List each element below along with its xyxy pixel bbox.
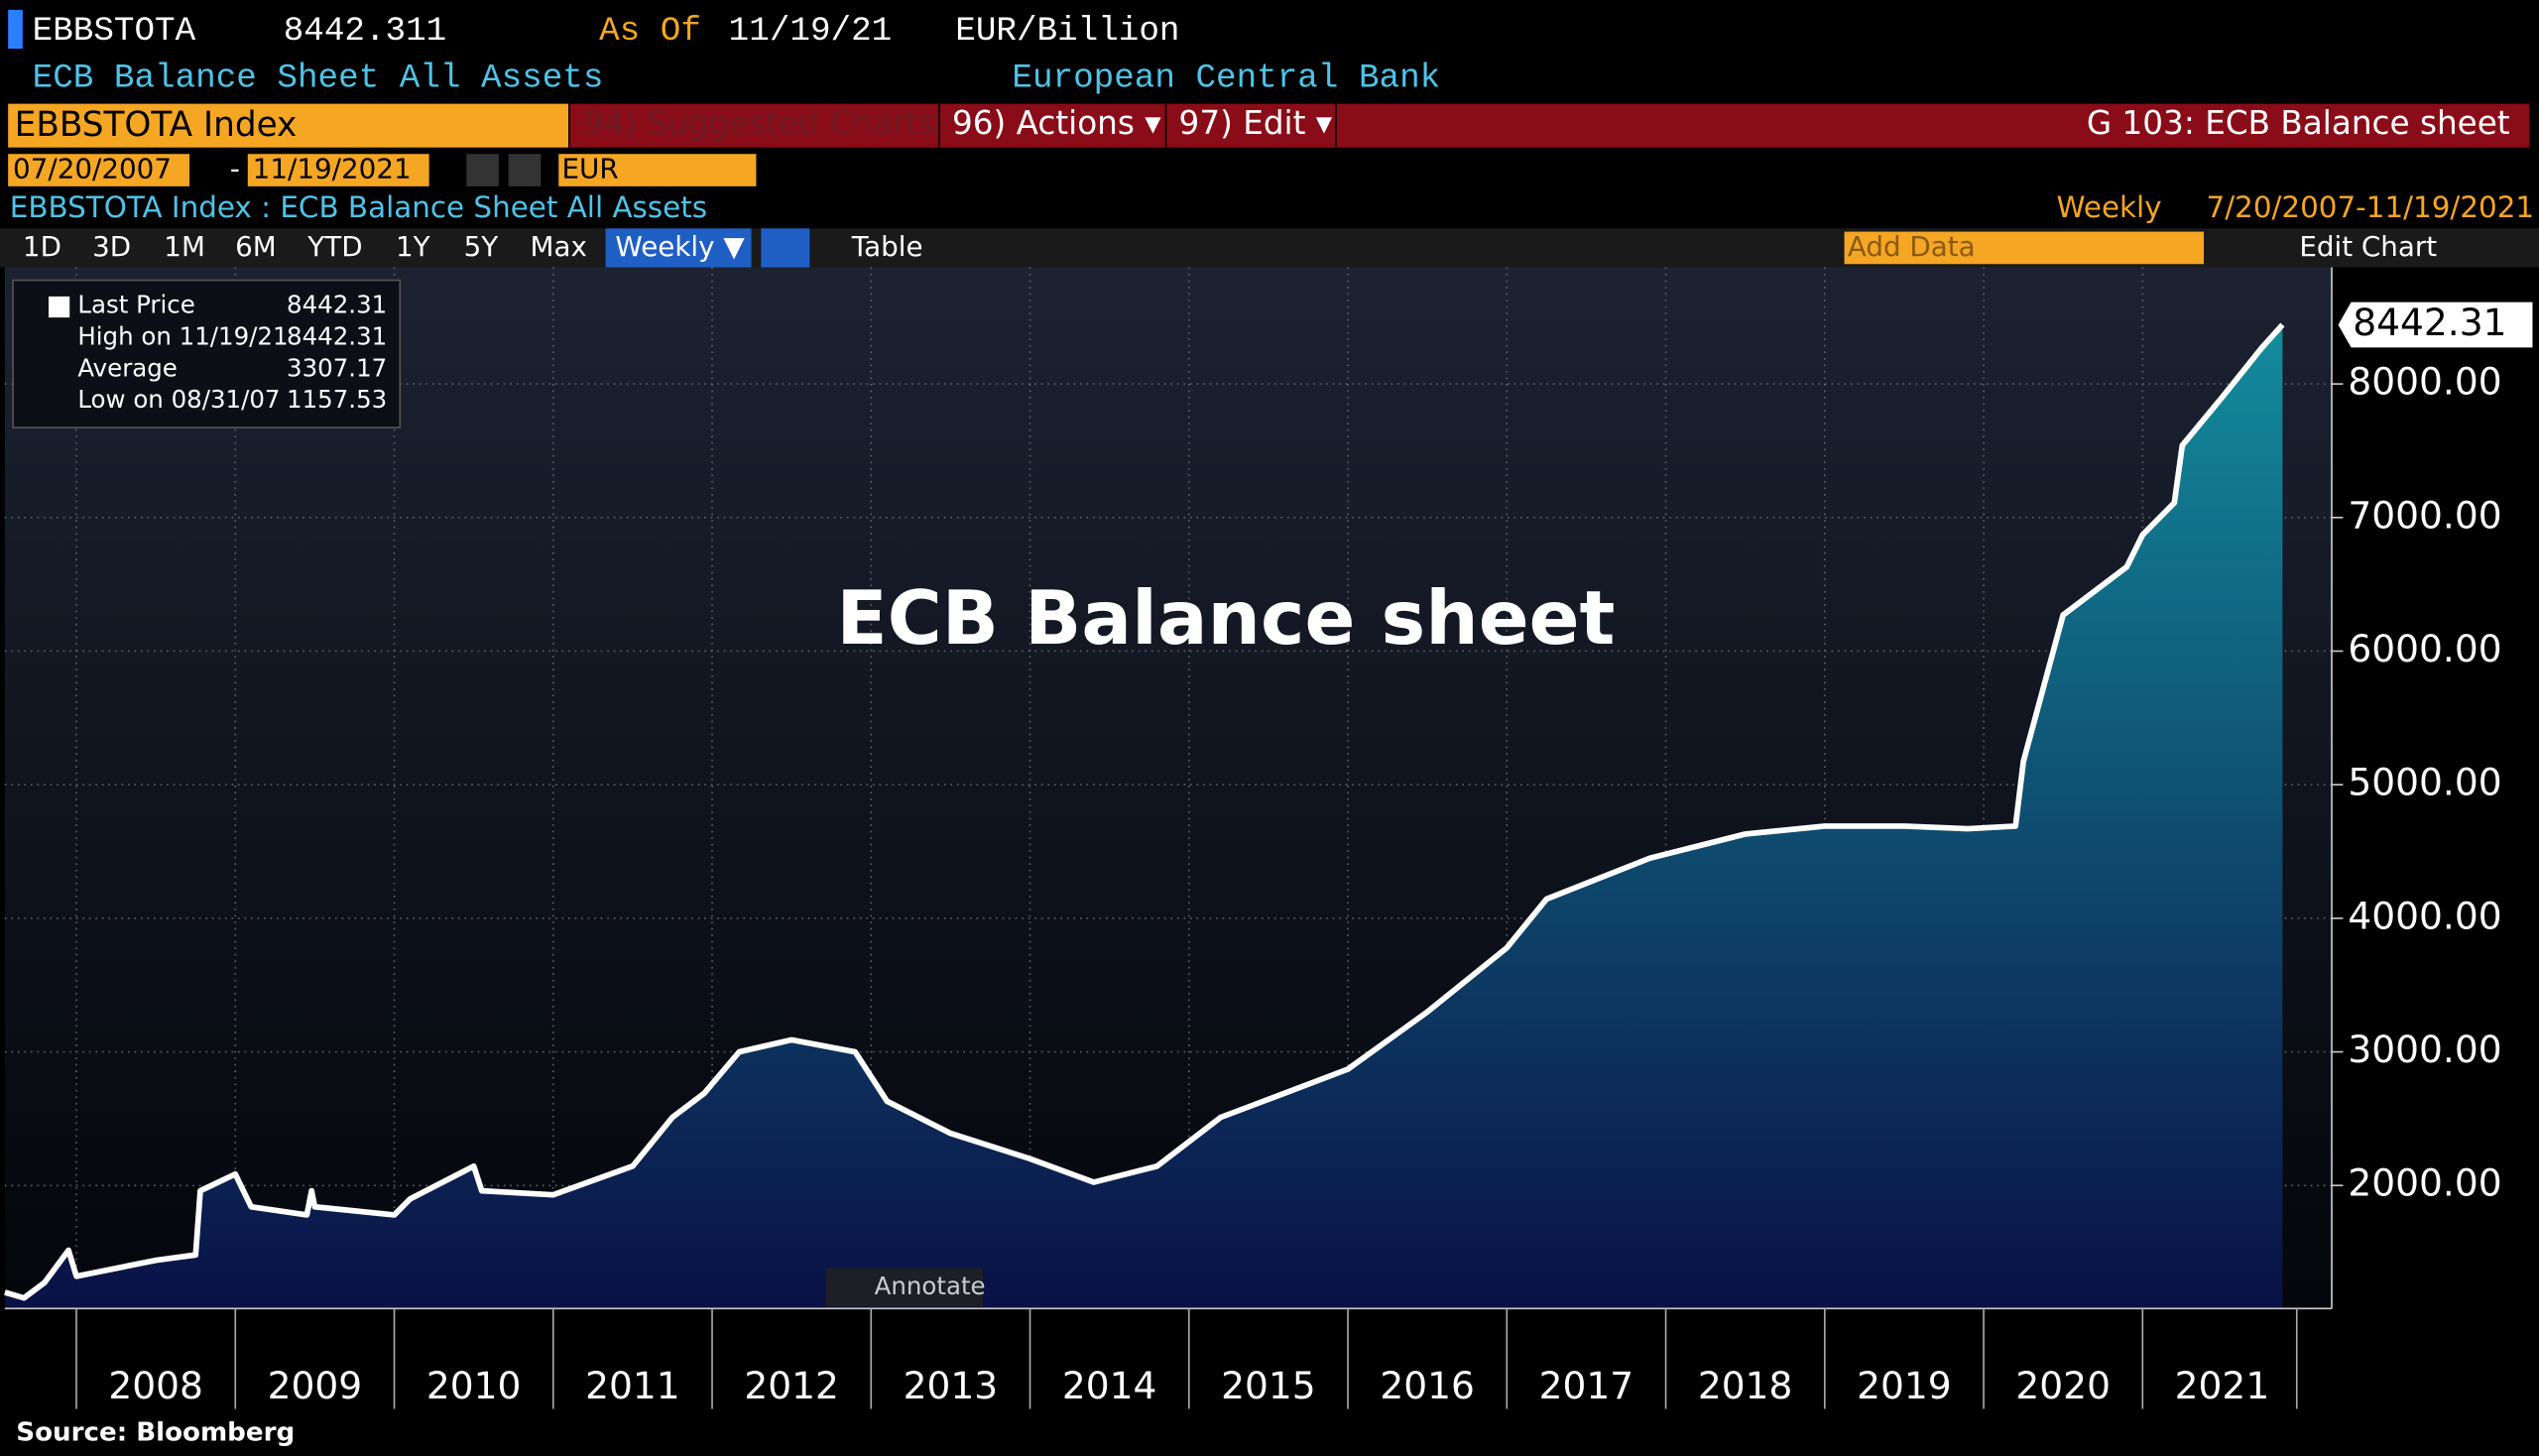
x-tick-label: 2008	[108, 1364, 203, 1407]
source: Source: Bloomberg	[16, 1418, 295, 1448]
legend	[12, 279, 402, 428]
y-tick-label: 6000.00	[2348, 627, 2501, 670]
weekly-label: Weekly ▼	[615, 230, 745, 263]
chart-title: ECB Balance sheet	[836, 574, 1615, 662]
add-data: Add Data	[1848, 230, 1976, 263]
end-date-box[interactable]	[247, 154, 429, 186]
annotate: Annotate	[875, 1272, 986, 1300]
range: 7/20/2007-11/19/2021	[2207, 190, 2535, 224]
x-tick-label: 2013	[904, 1364, 999, 1407]
x-tick-label: 2010	[426, 1364, 522, 1407]
y-tick-label: 7000.00	[2348, 493, 2501, 537]
x-tick-label: 2012	[744, 1364, 839, 1407]
axes: 2000.00 3000.00 4000.00 5000.00 6000.00 7000.…	[75, 301, 2533, 1409]
chart-heading: EBBSTOTA Index : ECB Balance Sheet All A…	[10, 190, 707, 224]
date-dash: -	[230, 153, 240, 185]
source-name: European Central Bank	[1012, 60, 1440, 98]
menu-suggested[interactable]: 94) Suggested Charts	[583, 104, 935, 142]
legend-swatch	[48, 296, 70, 318]
currency: EUR	[562, 153, 619, 185]
legend-label: Low on 08/31/07	[77, 385, 280, 414]
annotate-button[interactable]	[825, 1268, 984, 1307]
period-buttons: 1D 3D 1M 6M YTD 1Y 5Y Max	[23, 230, 587, 263]
as-of-date: 11/19/21	[729, 12, 893, 51]
menu-actions[interactable]: 96) Actions ▾	[952, 104, 1161, 142]
next-button[interactable]	[508, 154, 542, 186]
table-button[interactable]: Table	[851, 230, 923, 263]
x-tick-label: 2009	[268, 1364, 363, 1407]
legend-value: 8442.31	[287, 291, 387, 319]
y-tick-label: 2000.00	[2348, 1161, 2501, 1205]
period-button[interactable]: 6M	[235, 230, 277, 263]
legend-value: 8442.31	[287, 322, 387, 351]
prev-button[interactable]	[466, 154, 499, 186]
legend-label: Last Price	[77, 291, 194, 319]
line	[4, 322, 2285, 1301]
page-title: G 103: ECB Balance sheet	[2087, 104, 2510, 142]
period-button[interactable]: 5Y	[464, 230, 499, 263]
start-date-box[interactable]	[8, 154, 190, 186]
menu-edit[interactable]: 97) Edit ▾	[1179, 104, 1333, 142]
add-data-box[interactable]	[1844, 231, 2205, 265]
period-button[interactable]: 1D	[23, 230, 61, 263]
units: EUR/Billion	[955, 12, 1179, 51]
frequency: Weekly	[2057, 190, 2162, 224]
y-tick-label: 3000.00	[2348, 1028, 2501, 1071]
weekly-button[interactable]	[605, 228, 752, 268]
end-date: 11/19/2021	[253, 153, 412, 185]
as-of-label: As Of	[599, 12, 701, 51]
description: ECB Balance Sheet All Assets	[33, 60, 604, 98]
edit-chart[interactable]: Edit Chart	[2299, 230, 2437, 263]
period-button[interactable]: 1Y	[396, 230, 430, 263]
period-button[interactable]: YTD	[306, 230, 362, 263]
series	[4, 322, 2285, 1309]
y-tick-label: 8000.00	[2348, 360, 2501, 404]
currency-box[interactable]	[558, 154, 757, 186]
x-tick-label: 2017	[1539, 1364, 1634, 1407]
x-tick-label: 2015	[1221, 1364, 1316, 1407]
last-value-tag	[2338, 302, 2533, 348]
x-tick-label: 2016	[1380, 1364, 1475, 1407]
x-tick-label: 2020	[2015, 1364, 2111, 1407]
x-tick-label: 2021	[2175, 1364, 2270, 1407]
period-button[interactable]: 3D	[92, 230, 131, 263]
price: 8442.311	[284, 12, 447, 51]
security-box[interactable]	[8, 103, 569, 148]
ticker-marker	[8, 9, 23, 50]
x-tick-label: 2019	[1857, 1364, 1952, 1407]
x-tick-label: 2014	[1062, 1364, 1157, 1407]
legend-label: Average	[77, 353, 177, 382]
x-tick-label: 2011	[585, 1364, 680, 1407]
security: EBBSTOTA Index	[15, 105, 298, 145]
period-button[interactable]: 1M	[164, 230, 205, 263]
last-value-label: 8442.31	[2353, 301, 2506, 344]
y-tick-label: 5000.00	[2348, 761, 2501, 804]
period-button[interactable]: Max	[531, 230, 587, 263]
x-tick-label: 2018	[1698, 1364, 1793, 1407]
ticker: EBBSTOTA	[33, 12, 196, 51]
chart-type-button[interactable]	[761, 228, 810, 268]
y-tick-label: 4000.00	[2348, 894, 2501, 937]
area	[4, 324, 2283, 1309]
start-date: 07/20/2007	[13, 153, 172, 185]
legend-label: High on 11/19/21	[77, 322, 288, 351]
menu-bar	[569, 103, 2530, 148]
legend-value: 1157.53	[287, 385, 387, 414]
legend-value: 3307.17	[287, 353, 387, 382]
